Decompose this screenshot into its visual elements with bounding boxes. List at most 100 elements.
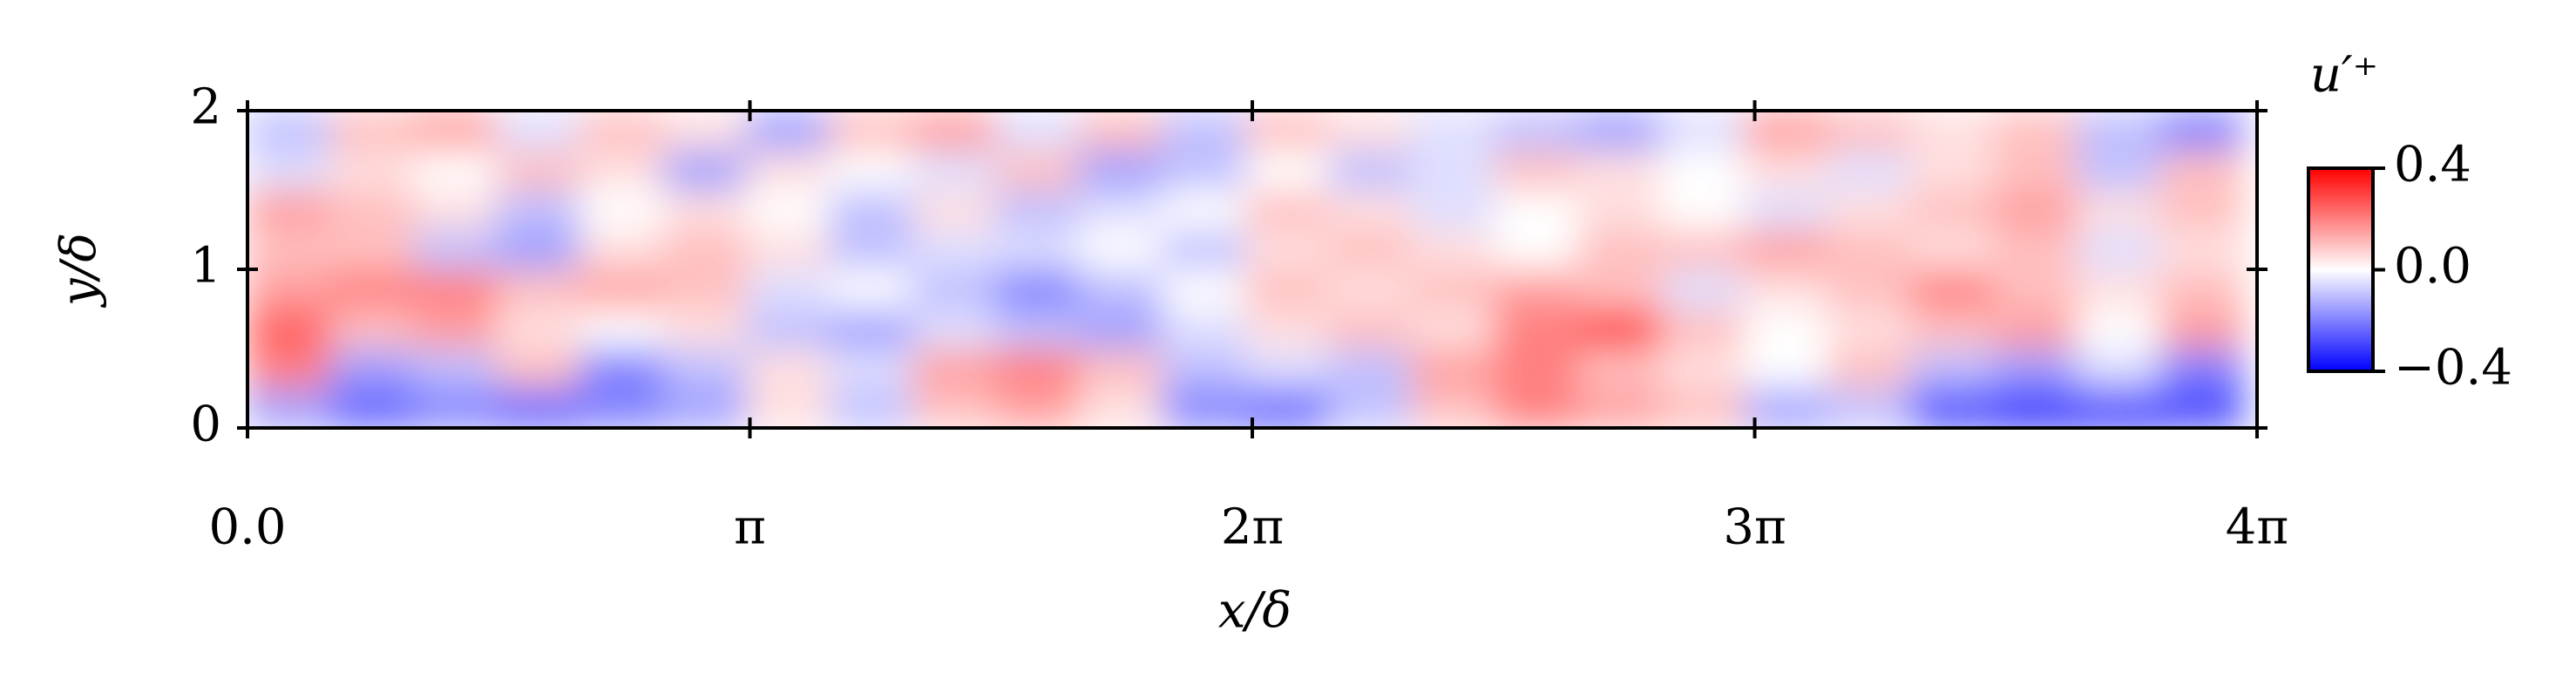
cell	[1660, 111, 1746, 151]
cell	[413, 348, 498, 389]
cell	[995, 348, 1080, 389]
cell	[1162, 348, 1246, 389]
cell	[1910, 150, 1995, 191]
cell	[829, 111, 913, 151]
x-tick-label: 2π	[1221, 499, 1284, 556]
cell	[247, 268, 331, 309]
cell	[413, 189, 498, 230]
cell	[329, 388, 415, 428]
cell	[329, 229, 415, 270]
cell	[247, 348, 331, 389]
cell	[413, 229, 498, 270]
cell	[2159, 189, 2244, 230]
cell	[2076, 150, 2161, 191]
cell	[1827, 388, 1912, 428]
cell	[1078, 150, 1163, 191]
cell	[1577, 150, 1662, 191]
cell	[662, 388, 748, 428]
cell	[580, 388, 664, 428]
cell	[247, 111, 331, 151]
cell	[995, 189, 1080, 230]
y-tick-label: 1	[190, 238, 221, 295]
cell	[746, 189, 830, 230]
cell	[329, 189, 415, 230]
cell	[329, 309, 415, 350]
cell	[746, 309, 830, 350]
cell	[912, 150, 997, 191]
cell	[247, 388, 331, 428]
x-tick-label: π	[734, 499, 766, 556]
cell	[1993, 189, 2078, 230]
cell	[1827, 189, 1912, 230]
cell	[1827, 229, 1912, 270]
cell	[1494, 348, 1579, 389]
cell	[1577, 348, 1662, 389]
y-tick-label: 0	[190, 397, 221, 453]
cell	[2159, 348, 2244, 389]
cell	[1162, 111, 1246, 151]
cell	[1993, 388, 2078, 428]
cell	[496, 388, 581, 428]
cell	[829, 189, 913, 230]
cell	[413, 388, 498, 428]
cell	[580, 150, 664, 191]
cell	[1910, 189, 1995, 230]
cell	[1494, 189, 1579, 230]
cell	[2076, 348, 2161, 389]
cell	[1494, 388, 1579, 428]
cell	[662, 309, 748, 350]
cell	[829, 268, 913, 309]
cell	[496, 348, 581, 389]
cell	[746, 388, 830, 428]
cell	[746, 268, 830, 309]
cell	[496, 111, 581, 151]
cell	[2159, 229, 2244, 270]
cell	[829, 309, 913, 350]
cell	[1078, 388, 1163, 428]
cell	[1411, 150, 1495, 191]
cell	[995, 150, 1080, 191]
cell	[829, 150, 913, 191]
cell	[912, 268, 997, 309]
cell	[1328, 150, 1413, 191]
cell	[247, 189, 331, 230]
cell	[1993, 268, 2078, 309]
cell	[1744, 111, 1828, 151]
cell	[580, 189, 664, 230]
cell	[1744, 268, 1828, 309]
cell	[1744, 348, 1828, 389]
cell	[580, 229, 664, 270]
cell	[912, 388, 997, 428]
cell	[580, 309, 664, 350]
cell	[1162, 268, 1246, 309]
cell	[1577, 268, 1662, 309]
cell	[1162, 229, 1246, 270]
cell	[1660, 229, 1746, 270]
y-axis-label: y/δ	[51, 233, 108, 309]
cell	[2159, 111, 2244, 151]
x-tick-label: 3π	[1723, 499, 1786, 556]
cell	[829, 388, 913, 428]
cell	[995, 229, 1080, 270]
cell	[746, 111, 830, 151]
colorbar	[2307, 166, 2375, 373]
cell	[329, 111, 415, 151]
cell	[329, 268, 415, 309]
cell	[1827, 150, 1912, 191]
cell	[1411, 348, 1495, 389]
cell	[2076, 309, 2161, 350]
cell	[912, 189, 997, 230]
cell	[1577, 229, 1662, 270]
x-tick-label: 0.0	[208, 499, 286, 556]
cell	[1494, 268, 1579, 309]
cell	[1162, 309, 1246, 350]
cell	[829, 348, 913, 389]
cell	[1744, 189, 1828, 230]
cell	[2159, 388, 2244, 428]
cell	[1744, 388, 1828, 428]
cell	[1827, 348, 1912, 389]
cell	[1993, 229, 2078, 270]
cell	[662, 189, 748, 230]
cell	[1244, 388, 1330, 428]
